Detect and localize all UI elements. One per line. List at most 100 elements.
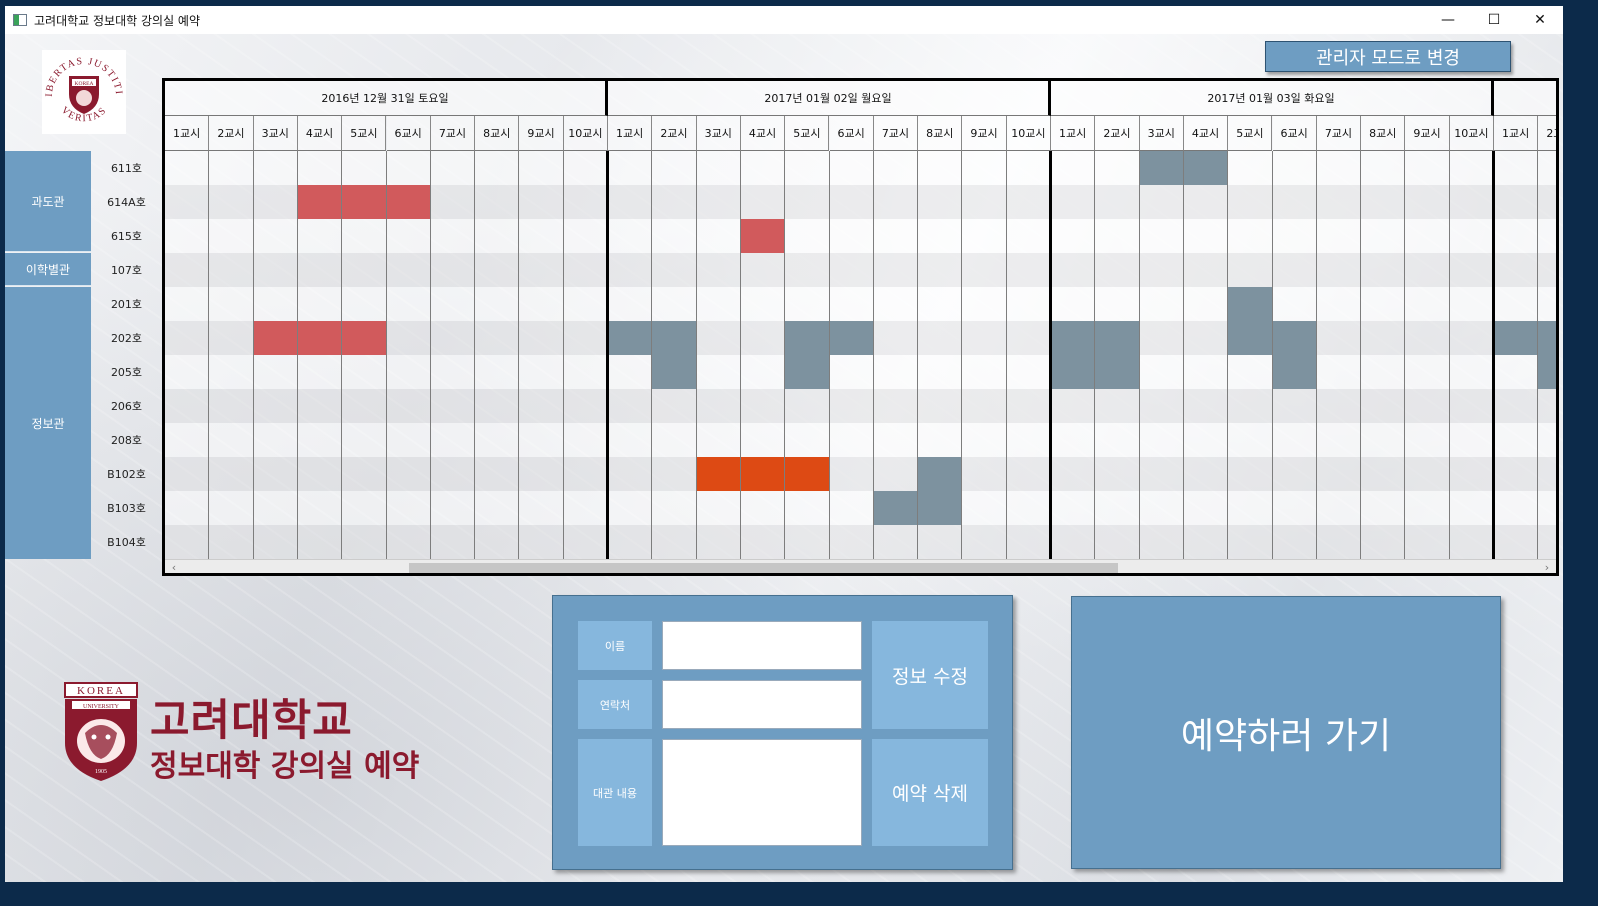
reservation-cell[interactable] [342, 185, 387, 219]
period-header: 1교시 [1494, 116, 1539, 151]
go-reserve-button[interactable]: 예약하러 가기 [1071, 596, 1501, 869]
university-name: 고려대학교 [150, 696, 353, 746]
room-label: 615호 [110, 230, 143, 243]
grid-row [165, 355, 1556, 389]
schedule-grid[interactable]: 2016년 12월 31일 토요일 1교시 2교시 3교시 4교시 5교시 6교시 7교시 8교… [162, 78, 1559, 576]
reservation-cell[interactable] [1538, 321, 1556, 355]
reservation-cell[interactable] [1095, 321, 1140, 355]
app-icon [13, 14, 27, 26]
grid-row [165, 151, 1556, 185]
period-divider [872, 151, 874, 559]
day-header [1494, 81, 1556, 116]
scroll-thumb[interactable] [409, 563, 1118, 573]
close-button[interactable]: ✕ [1534, 12, 1546, 28]
period-divider [1315, 151, 1317, 559]
period-header: 10교시 [1449, 116, 1494, 151]
title-bar: 고려대학교 정보대학 강의실 예약 — ☐ ✕ [5, 6, 1563, 34]
reservation-cell[interactable] [1139, 151, 1184, 185]
building-label: 이학별관 [5, 253, 91, 286]
name-input[interactable] [663, 622, 861, 669]
reservation-cell[interactable] [918, 457, 963, 491]
period-header: 3교시 [253, 116, 298, 151]
scroll-left-icon[interactable]: ‹ [171, 561, 177, 574]
seal-icon: LIBERTAS JUSTITIA VERITAS KOREA [42, 50, 123, 124]
period-divider [474, 151, 476, 559]
period-divider [1138, 151, 1140, 559]
period-header: 7교시 [1316, 116, 1362, 151]
period-header: 7교시 [430, 116, 476, 151]
reservation-cell[interactable] [1228, 287, 1273, 321]
reservation-cell[interactable] [1228, 321, 1273, 355]
reservation-cell[interactable] [386, 185, 431, 219]
period-header: 6교시 [1272, 116, 1317, 151]
grid-row [165, 491, 1556, 525]
delete-reservation-button[interactable]: 예약 삭제 [872, 739, 988, 846]
reservation-cell[interactable] [873, 491, 919, 525]
period-header: 5교시 [342, 116, 387, 151]
period-divider [1227, 151, 1229, 559]
reservation-cell[interactable] [918, 491, 963, 525]
reservation-cell[interactable] [829, 321, 874, 355]
period-divider [562, 151, 564, 559]
day-divider [1049, 151, 1052, 559]
content-textarea[interactable] [663, 740, 861, 845]
university-seal-logo: LIBERTAS JUSTITIA VERITAS KOREA [42, 50, 126, 134]
contact-input[interactable] [663, 681, 861, 728]
day-divider [606, 151, 609, 559]
period-header: 4교시 [1183, 116, 1229, 151]
period-header: 6교시 [829, 116, 874, 151]
room-label: 206호 [110, 400, 143, 413]
grid-row [165, 525, 1556, 559]
reservation-cell[interactable] [740, 457, 786, 491]
reservation-cell[interactable] [1272, 355, 1317, 389]
period-divider [1271, 151, 1273, 559]
period-header: 6교시 [386, 116, 431, 151]
reservation-cell[interactable] [608, 321, 653, 355]
reservation-cell[interactable] [297, 321, 343, 355]
horizontal-scrollbar[interactable]: ‹ › [165, 559, 1556, 574]
maximize-button[interactable]: ☐ [1487, 12, 1501, 28]
edit-info-button[interactable]: 정보 수정 [872, 621, 988, 729]
reservation-cell[interactable] [1183, 151, 1229, 185]
period-divider [296, 151, 298, 559]
room-label: 611호 [110, 162, 143, 175]
period-divider [1094, 151, 1096, 559]
reservation-cell[interactable] [652, 321, 697, 355]
reservation-cell[interactable] [1051, 355, 1096, 389]
reservation-cell[interactable] [1538, 355, 1556, 389]
emblem-sub-text: UNIVERSITY [83, 704, 120, 710]
grid-row [165, 287, 1556, 321]
reservation-cell[interactable] [297, 185, 343, 219]
room-label: 107호 [110, 264, 143, 277]
contact-field-wrap [662, 680, 862, 729]
scroll-right-icon[interactable]: › [1544, 561, 1550, 574]
emblem-year-text: 1905 [95, 769, 107, 775]
admin-mode-button[interactable]: 관리자 모드로 변경 [1265, 41, 1511, 72]
period-header: 1교시 [608, 116, 653, 151]
period-header: 8교시 [475, 116, 520, 151]
grid-row [165, 253, 1556, 287]
reservation-cell[interactable] [740, 219, 786, 253]
emblem-icon: KOREA UNIVERSITY 1905 [64, 682, 138, 781]
grid-row [165, 457, 1556, 491]
period-header: 3교시 [696, 116, 741, 151]
reservation-cell[interactable] [1272, 321, 1317, 355]
reservation-cell[interactable] [1051, 321, 1096, 355]
room-label: B102호 [107, 468, 146, 481]
reservation-cell[interactable] [785, 355, 830, 389]
reservation-cell[interactable] [253, 321, 298, 355]
minimize-button[interactable]: — [1441, 12, 1455, 28]
reservation-cell[interactable] [342, 321, 387, 355]
reservation-cell[interactable] [652, 355, 697, 389]
period-divider [429, 151, 431, 559]
svg-text:KOREA: KOREA [75, 81, 94, 87]
reservation-cell[interactable] [785, 321, 830, 355]
period-header: 2교시 [1538, 116, 1556, 151]
period-header: 1교시 [1051, 116, 1096, 151]
reservation-cell[interactable] [1095, 355, 1140, 389]
reservation-cell[interactable] [696, 457, 741, 491]
period-header: 8교시 [1361, 116, 1406, 151]
reservation-cell[interactable] [1494, 321, 1539, 355]
period-header: 2교시 [1095, 116, 1140, 151]
reservation-cell[interactable] [785, 457, 830, 491]
